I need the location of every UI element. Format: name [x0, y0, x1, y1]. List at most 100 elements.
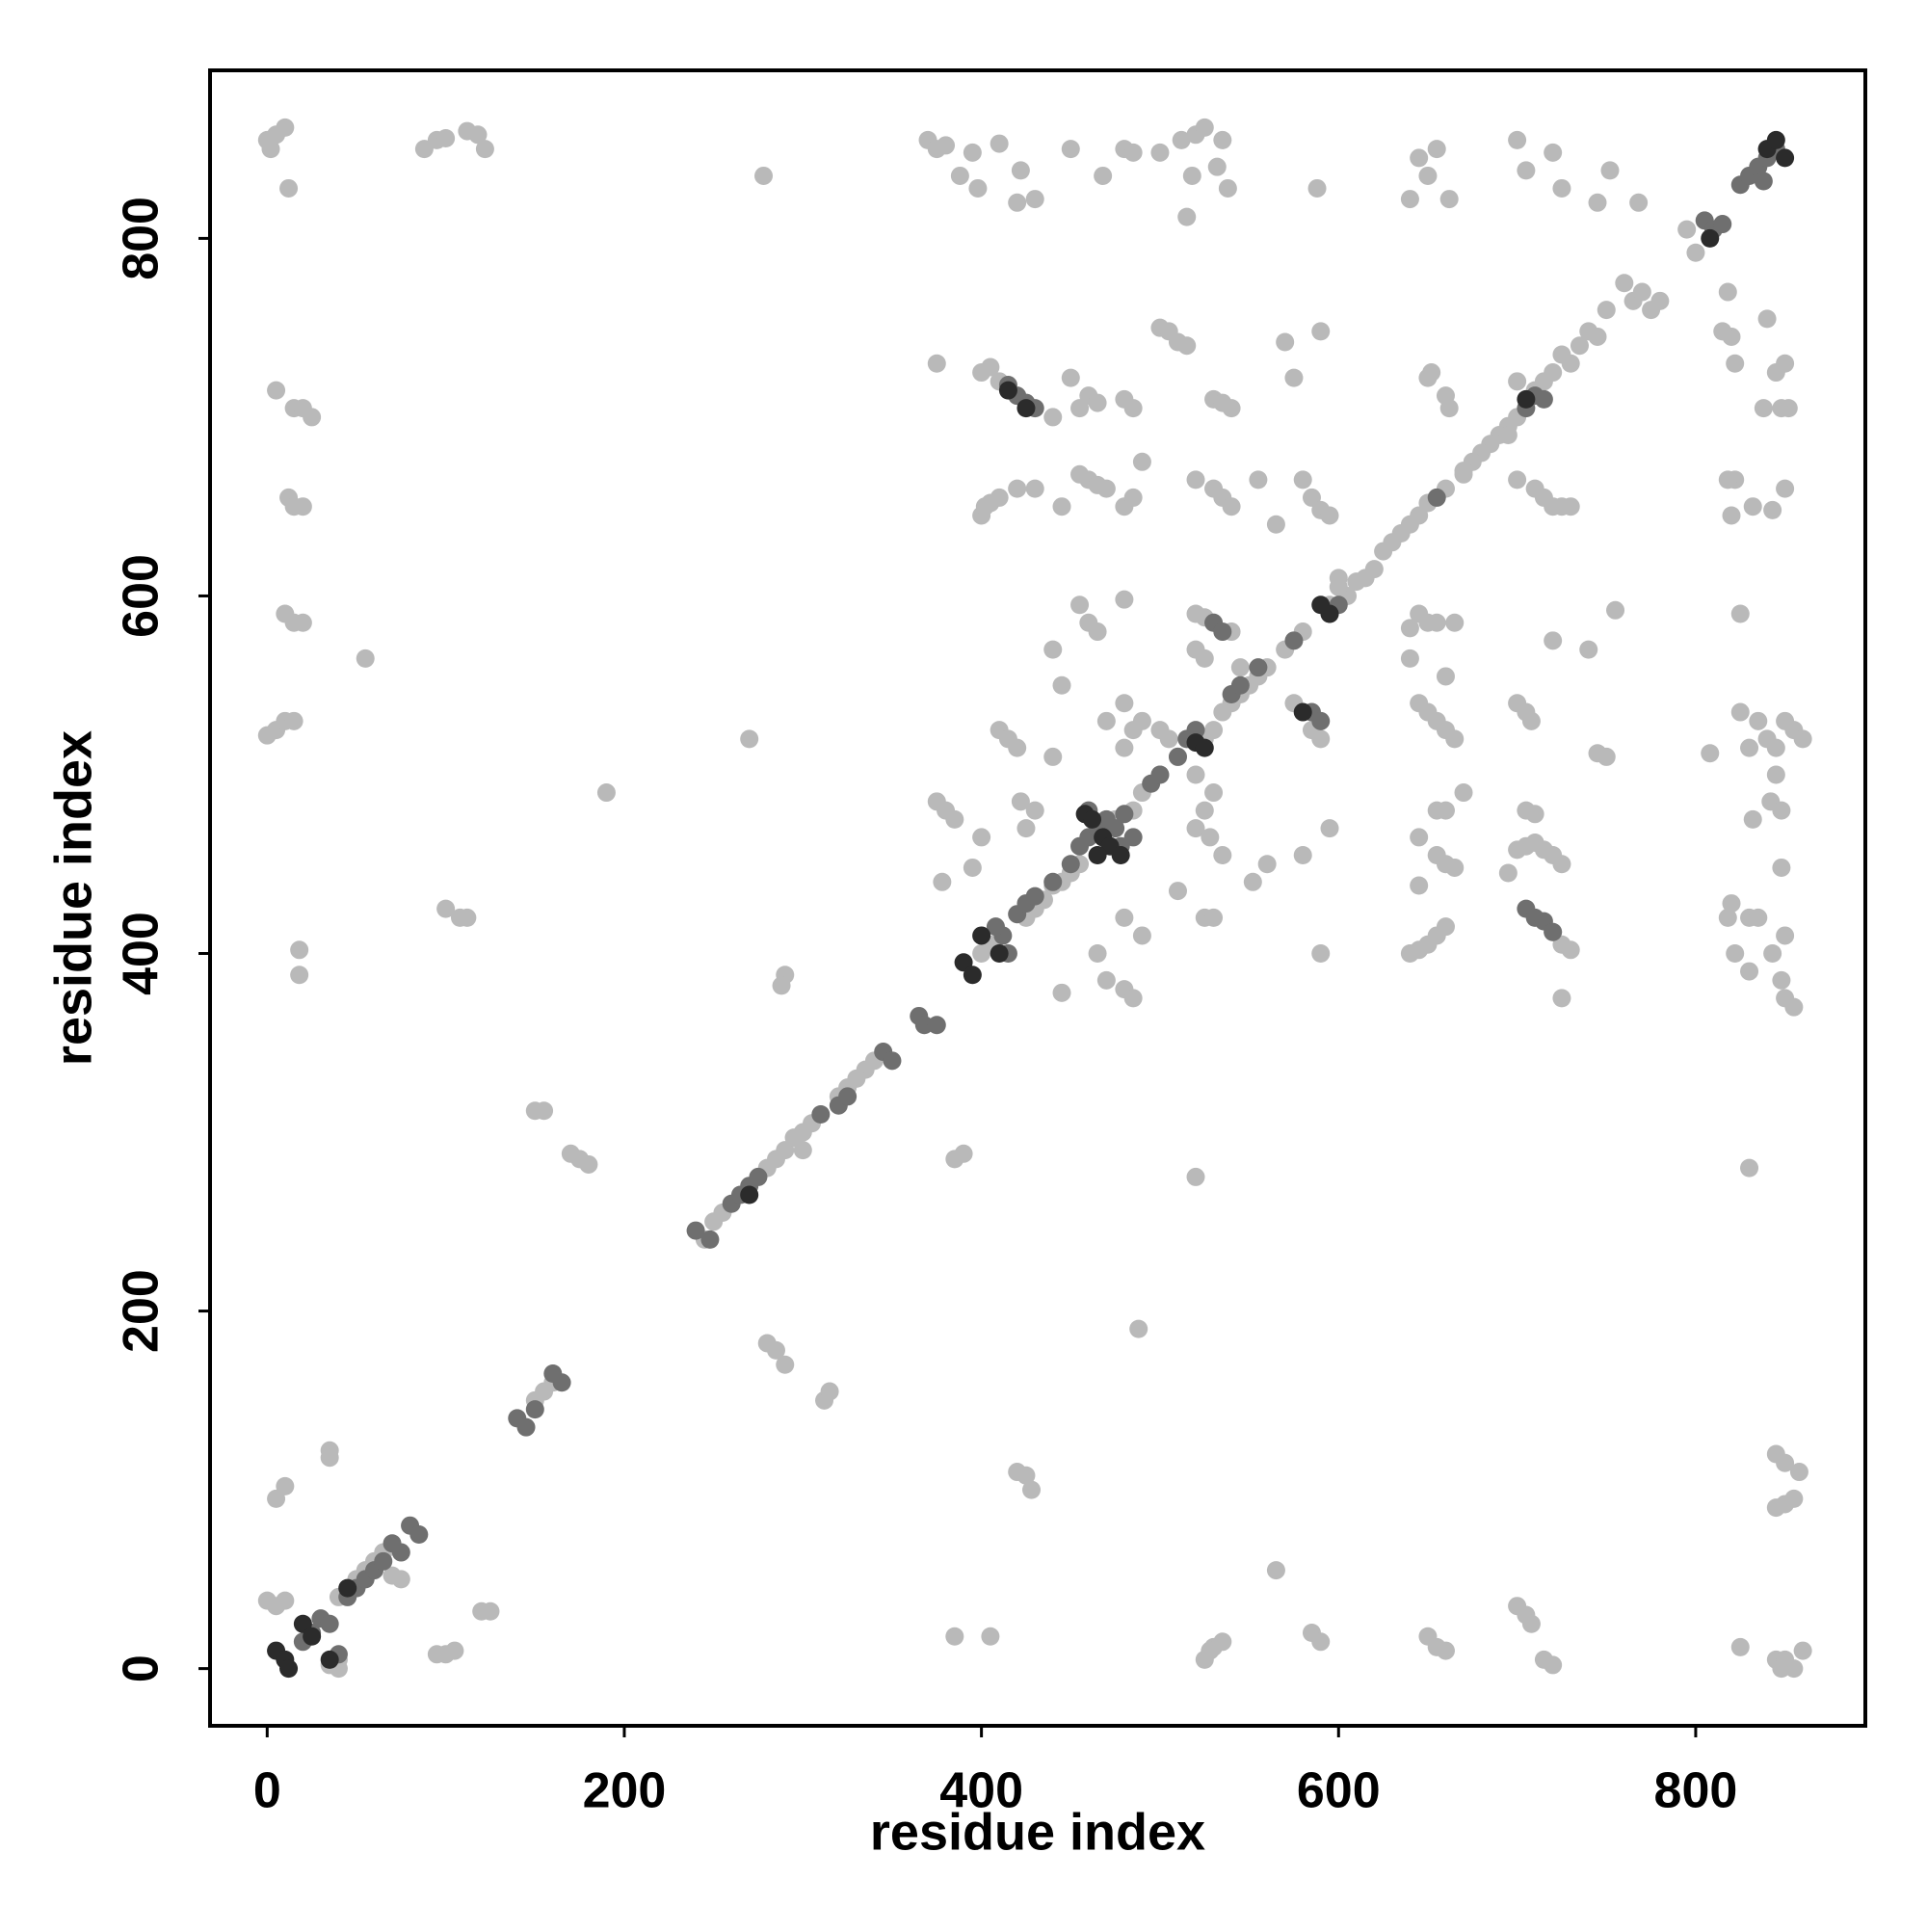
point	[1650, 291, 1670, 310]
point	[1222, 497, 1241, 516]
point	[525, 1400, 544, 1419]
point	[1043, 747, 1063, 766]
point	[937, 136, 956, 155]
point	[945, 1627, 964, 1646]
point	[1629, 193, 1649, 212]
point	[1320, 506, 1339, 525]
point	[1570, 336, 1589, 356]
point	[1213, 702, 1232, 722]
point	[338, 1578, 357, 1598]
point	[1561, 497, 1580, 516]
point	[1218, 178, 1237, 198]
point	[1195, 648, 1214, 668]
point	[1249, 658, 1268, 677]
point	[1088, 622, 1107, 642]
point	[1096, 711, 1116, 730]
point	[279, 1659, 299, 1679]
point	[1052, 983, 1071, 1002]
point	[1150, 143, 1170, 162]
point	[1096, 479, 1116, 498]
point	[1266, 515, 1285, 534]
point	[1150, 765, 1170, 784]
point	[1445, 858, 1465, 877]
point	[1508, 130, 1527, 149]
point	[1052, 497, 1071, 516]
point	[1347, 572, 1366, 592]
point	[1230, 675, 1250, 695]
point	[1115, 590, 1134, 609]
point	[1677, 220, 1697, 239]
point	[1766, 738, 1785, 757]
point	[1088, 393, 1107, 412]
point	[1410, 828, 1429, 847]
point	[1793, 1641, 1812, 1660]
point	[1011, 161, 1030, 180]
point	[1052, 675, 1071, 695]
point	[766, 1340, 785, 1360]
point	[1088, 944, 1107, 964]
point	[986, 917, 1005, 937]
point	[1789, 1463, 1808, 1482]
point	[1730, 702, 1750, 722]
point	[1427, 488, 1446, 507]
point	[1776, 926, 1795, 945]
point	[820, 1382, 839, 1401]
point	[1552, 989, 1571, 1008]
point	[320, 1448, 339, 1468]
point	[704, 1212, 724, 1231]
point	[535, 1101, 554, 1121]
point	[1418, 166, 1438, 185]
point	[290, 966, 309, 985]
point	[356, 648, 375, 668]
point	[1517, 389, 1536, 409]
point	[1718, 282, 1737, 302]
point	[1061, 855, 1080, 874]
point	[1726, 944, 1745, 964]
point	[1525, 805, 1544, 824]
point	[1115, 805, 1134, 824]
point	[1123, 828, 1143, 847]
point	[267, 381, 286, 400]
point	[1243, 872, 1262, 891]
point	[1186, 721, 1205, 740]
point	[972, 926, 991, 945]
point	[1743, 497, 1762, 516]
point	[1439, 190, 1459, 209]
point	[1186, 1167, 1205, 1186]
point	[1096, 970, 1116, 990]
point	[1213, 130, 1232, 149]
point	[303, 1627, 322, 1646]
point	[1123, 989, 1143, 1008]
point	[1508, 372, 1527, 391]
point	[1615, 274, 1634, 293]
x-tick-label: 800	[1654, 1763, 1738, 1819]
point	[1766, 130, 1785, 149]
point	[1436, 667, 1455, 686]
point	[1445, 729, 1465, 749]
point	[1213, 622, 1232, 642]
point	[1195, 738, 1214, 757]
point	[1730, 604, 1750, 623]
point	[1129, 1319, 1148, 1338]
y-tick-label: 0	[114, 1654, 170, 1682]
point	[1772, 858, 1791, 877]
point	[1061, 140, 1080, 159]
point	[1410, 148, 1429, 168]
point	[1632, 282, 1651, 302]
point	[579, 1154, 598, 1174]
x-tick-label: 0	[253, 1763, 281, 1819]
point	[1749, 711, 1768, 730]
point	[1311, 711, 1331, 730]
point	[793, 1141, 812, 1160]
point	[1740, 962, 1759, 981]
point	[1276, 332, 1295, 352]
point	[1070, 595, 1090, 615]
point	[950, 166, 969, 185]
point	[320, 1650, 339, 1669]
point	[1043, 408, 1063, 427]
point	[1552, 178, 1571, 198]
point	[1730, 1637, 1750, 1656]
point	[1115, 694, 1134, 713]
point	[596, 783, 616, 803]
point	[276, 118, 295, 137]
